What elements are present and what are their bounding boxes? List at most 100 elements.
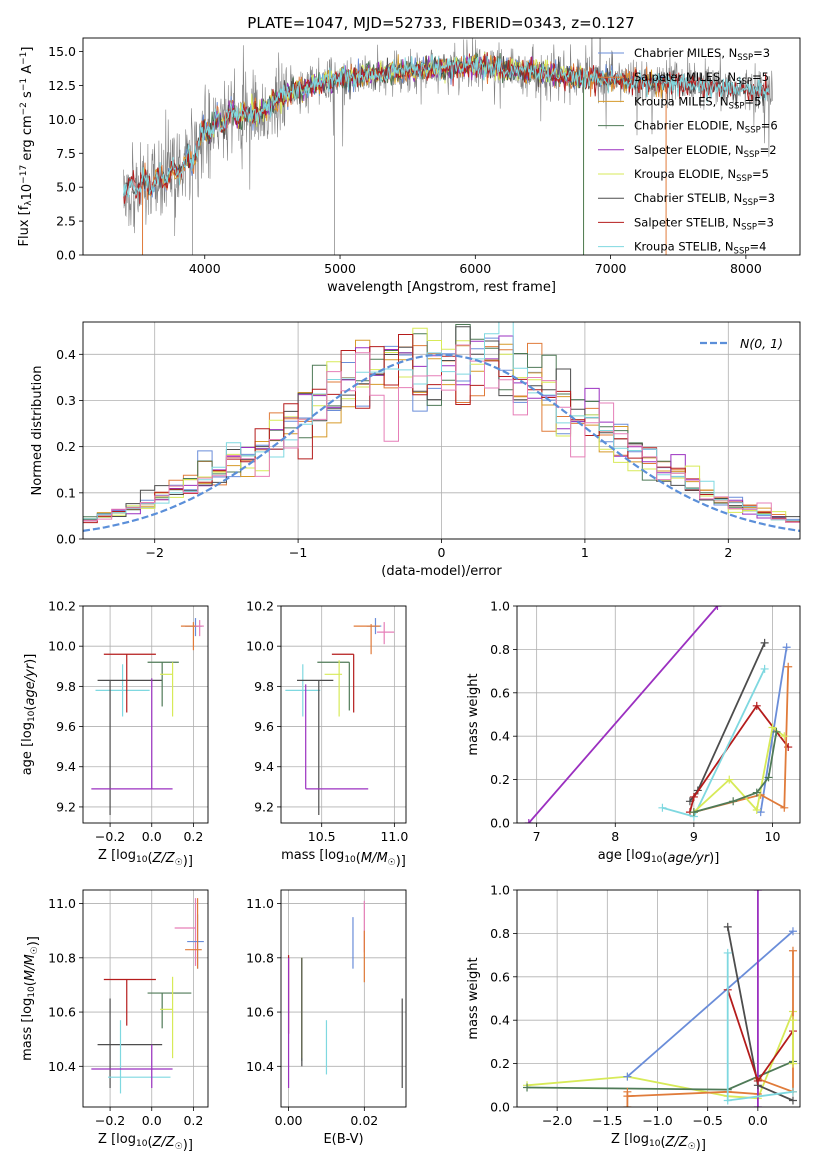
x-tick-label: −1 [289, 545, 307, 560]
x-tick-label: 0.2 [183, 829, 203, 844]
plot-area-mass_vs_ebv [287, 900, 403, 1089]
series-marker [788, 1059, 797, 1068]
x-axis-label: (data-model)/error [381, 564, 502, 579]
histogram-pink [83, 344, 800, 539]
y-tick-label: 0.6 [490, 969, 510, 984]
series-marker [752, 788, 761, 797]
x-tick-label: 0.0 [142, 1113, 162, 1128]
series-marker [623, 1103, 632, 1107]
legend-label: Chabrier MILES, NSSP=3 [634, 46, 770, 63]
legend-label-tail: =2 [760, 143, 777, 157]
axes-frame [280, 605, 407, 824]
legend-label-text: Salpeter ELODIE, N [634, 143, 744, 157]
legend-label-text: Kroupa STELIB, N [634, 240, 734, 254]
y-tick-label: 15.0 [48, 44, 76, 59]
errorbar-point [108, 1020, 171, 1094]
legend-label-tail: =5 [744, 94, 761, 108]
x-tick-label: 0.0 [748, 1113, 768, 1128]
series-marker [723, 948, 732, 957]
legend: N(0, 1) [700, 336, 783, 351]
series-marker [729, 797, 738, 806]
y-tick-label: 1.0 [490, 883, 510, 898]
legend-label: N(0, 1) [740, 336, 783, 351]
y-tick-label: 11.0 [48, 896, 76, 911]
series-line-chab_miles [759, 647, 788, 813]
y-tick-label: 9.2 [254, 799, 274, 814]
series-marker [760, 638, 769, 647]
series-marker [623, 1072, 632, 1081]
y-axis-label: Normed distribution [30, 366, 45, 496]
y-tick-label: 1.0 [490, 599, 510, 614]
y-tick-label: 9.6 [56, 719, 76, 734]
x-tick-label: 0.0 [142, 829, 162, 844]
x-tick-label: −0.5 [692, 1113, 722, 1128]
y-tick-label: 0.0 [56, 532, 76, 547]
legend-label-text: Kroupa MILES, N [634, 94, 729, 108]
legend-label: Salpeter ELODIE, NSSP=2 [634, 143, 777, 160]
y-tick-label: 10.2 [48, 599, 76, 614]
x-tick-label: 7 [533, 829, 541, 844]
x-axis-label: Z [log10(Z/Z☉)] [98, 848, 193, 869]
series-marker [658, 803, 667, 812]
series-marker [725, 775, 734, 784]
y-tick-label: 10.8 [246, 950, 274, 965]
errorbar-point [353, 624, 380, 655]
legend-label: Salpeter STELIB, NSSP=3 [634, 215, 774, 232]
y-tick-label: 9.6 [254, 719, 274, 734]
axes-frame [280, 889, 407, 1108]
x-tick-label: 5000 [324, 261, 356, 276]
errorbar-point [174, 898, 197, 966]
series-line-chab_miles [626, 930, 794, 1078]
legend-label: Kroupa ELODIE, NSSP=5 [634, 167, 769, 184]
errorbar-point [91, 1044, 173, 1089]
errorbar-point [317, 661, 350, 711]
series-marker [784, 662, 793, 671]
normal-curve [83, 353, 800, 532]
axes-age_vs_z: −0.2 0.0 0.2 9.2 9.4 9.6 9.8 10.0 10.2 Z [log10(Z… [20, 599, 209, 869]
y-axis-label: mass [log10(M/M☉)] [20, 936, 41, 1061]
y-tick-label: 10.4 [48, 1059, 76, 1074]
errorbar-point [147, 661, 179, 707]
series-marker [760, 664, 769, 673]
x-tick-label: 0.00 [275, 1113, 303, 1128]
figure-title: PLATE=1047, MJD=52733, FIBERID=0343, z=0… [247, 14, 634, 32]
errorbar-point [195, 620, 204, 637]
legend-label-sub: SSP [745, 126, 761, 136]
series-marker [689, 808, 698, 817]
plot-area-age_vs_z [91, 618, 204, 815]
y-tick-label: 9.8 [254, 679, 274, 694]
x-tick-label: 0.2 [183, 1113, 203, 1128]
plot-area-age_vs_mass [285, 618, 395, 815]
x-axis-label: wavelength [Angstrom, rest frame] [327, 280, 556, 295]
legend-label-tail: =3 [757, 215, 774, 229]
errorbar-point [185, 898, 202, 969]
legend-label-sub: SSP [729, 101, 745, 111]
plot-area-mass_vs_z [91, 898, 204, 1094]
y-tick-label: 9.8 [56, 679, 76, 694]
x-axis-label: age [log10(age/yr)] [598, 848, 720, 866]
y-axis-label: Flux [fλ10−17 erg cm−2 s−1 A−1] [17, 47, 35, 247]
y-axis-label: mass weight [466, 957, 481, 1039]
axes-frame [82, 605, 209, 824]
y-tick-label: 0.0 [490, 816, 510, 831]
series-marker [788, 1087, 797, 1096]
x-axis-label: Z [log10(Z/Z☉)] [98, 1132, 193, 1153]
errorbar-point [160, 662, 174, 717]
y-tick-label: 0.4 [490, 1013, 510, 1028]
y-tick-label: 0.2 [490, 772, 510, 787]
x-tick-label: 0 [438, 545, 446, 560]
axes-residuals: −2 −1 0 1 2 0.0 0.1 0.2 0.3 0.4 (data-model)/error… [30, 321, 801, 579]
legend-label-sub: SSP [742, 198, 758, 208]
x-tick-label: −2.0 [542, 1113, 572, 1128]
series-line-salp_elodie [528, 606, 719, 823]
errorbar-point [91, 678, 173, 790]
x-tick-label: 4000 [189, 261, 221, 276]
axes-spectrum: 4000 5000 6000 7000 8000 0.0 2.5 5.0 7.5 10.0 12.5… [17, 37, 801, 295]
axes-frame [82, 37, 801, 256]
errorbar-point [160, 976, 174, 1059]
errorbar-point [296, 679, 334, 815]
legend-label: Salpeter MILES, NSSP=5 [634, 70, 769, 87]
legend-label-text: Salpeter MILES, N [634, 70, 736, 84]
legend-label: Chabrier STELIB, NSSP=3 [634, 191, 775, 208]
